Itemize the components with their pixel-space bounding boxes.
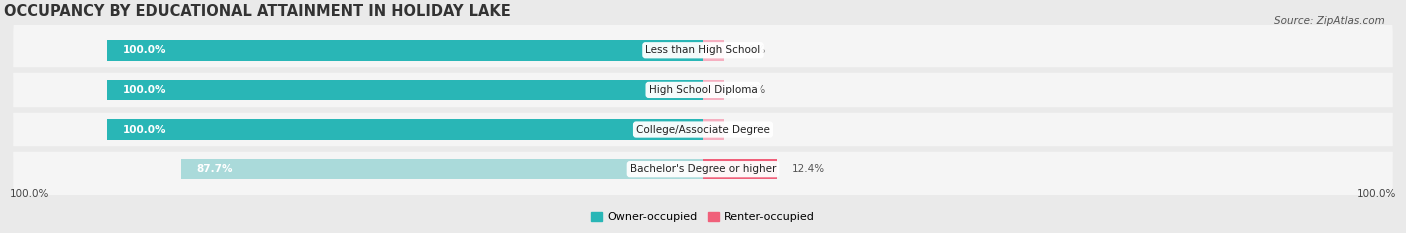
Bar	[703, 80, 724, 100]
Bar	[107, 119, 703, 140]
Text: Source: ZipAtlas.com: Source: ZipAtlas.com	[1274, 16, 1385, 26]
Text: Less than High School: Less than High School	[645, 45, 761, 55]
Text: 100.0%: 100.0%	[122, 85, 166, 95]
Text: 0.0%: 0.0%	[740, 124, 766, 134]
Text: 100.0%: 100.0%	[1357, 189, 1396, 199]
Bar	[703, 159, 778, 179]
FancyBboxPatch shape	[13, 135, 1393, 203]
Bar	[107, 80, 703, 100]
Bar	[703, 40, 724, 61]
Bar	[703, 119, 724, 140]
Text: 0.0%: 0.0%	[740, 45, 766, 55]
Text: Bachelor's Degree or higher: Bachelor's Degree or higher	[630, 164, 776, 174]
Text: 12.4%: 12.4%	[792, 164, 825, 174]
Legend: Owner-occupied, Renter-occupied: Owner-occupied, Renter-occupied	[586, 208, 820, 227]
FancyBboxPatch shape	[13, 17, 1393, 84]
Text: OCCUPANCY BY EDUCATIONAL ATTAINMENT IN HOLIDAY LAKE: OCCUPANCY BY EDUCATIONAL ATTAINMENT IN H…	[4, 4, 510, 19]
FancyBboxPatch shape	[13, 56, 1393, 123]
Text: 0.0%: 0.0%	[740, 85, 766, 95]
Text: 87.7%: 87.7%	[195, 164, 232, 174]
Bar	[107, 40, 703, 61]
Text: College/Associate Degree: College/Associate Degree	[636, 124, 770, 134]
Text: High School Diploma: High School Diploma	[648, 85, 758, 95]
Bar	[181, 159, 703, 179]
Text: 100.0%: 100.0%	[122, 45, 166, 55]
Text: 100.0%: 100.0%	[10, 189, 49, 199]
FancyBboxPatch shape	[13, 96, 1393, 163]
Text: 100.0%: 100.0%	[122, 124, 166, 134]
